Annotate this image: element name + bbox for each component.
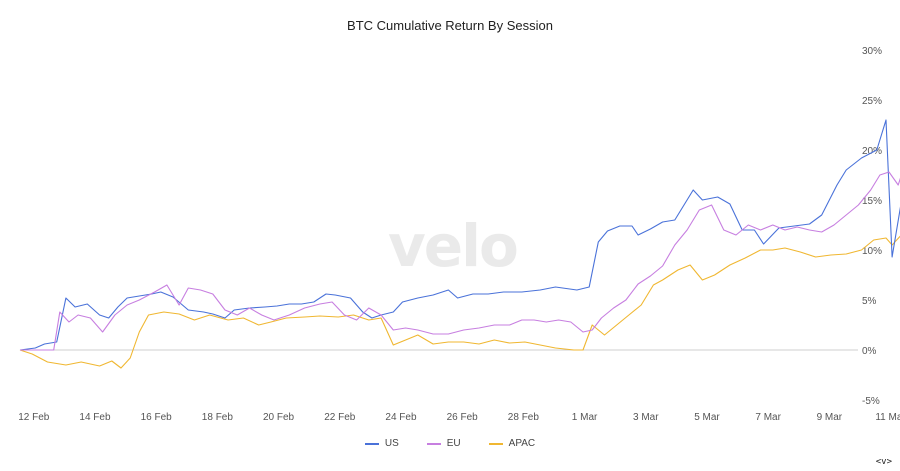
y-tick-label: 30% — [862, 46, 882, 57]
corner-mark: <v> — [875, 457, 892, 467]
x-tick-label: 24 Feb — [385, 412, 417, 423]
x-tick-label: 11 Mar — [875, 412, 900, 423]
x-tick-label: 9 Mar — [817, 412, 843, 423]
x-tick-label: 20 Feb — [263, 412, 295, 423]
y-tick-label: -5% — [862, 396, 880, 407]
legend-swatch — [488, 442, 503, 445]
y-tick-label: 0% — [862, 346, 877, 357]
x-tick-label: 1 Mar — [572, 412, 598, 423]
x-tick-label: 7 Mar — [755, 412, 781, 423]
y-tick-label: 5% — [862, 296, 877, 307]
legend-label: US — [384, 438, 399, 449]
legend-label: EU — [446, 438, 461, 449]
y-tick-label: 25% — [862, 96, 882, 107]
watermark-logo: velo — [388, 212, 519, 280]
legend-swatch — [364, 442, 379, 445]
y-tick-label: 20% — [862, 146, 882, 157]
legend-swatch — [426, 442, 441, 445]
x-tick-label: 3 Mar — [633, 412, 659, 423]
legend-item-eu[interactable]: EU — [426, 438, 461, 449]
series-line-us — [19, 119, 900, 351]
x-tick-label: 14 Feb — [79, 412, 111, 423]
x-tick-label: 12 Feb — [18, 412, 50, 423]
series-lines — [19, 119, 900, 369]
legend-item-apac[interactable]: APAC — [488, 438, 536, 449]
x-tick-label: 28 Feb — [508, 412, 540, 423]
legend: US EU APAC — [0, 438, 900, 449]
x-axis: 12 Feb 14 Feb 16 Feb 18 Feb 20 Feb 22 Feb 24 F… — [18, 412, 900, 423]
x-tick-label: 18 Feb — [202, 412, 234, 423]
x-tick-label: 22 Feb — [324, 412, 356, 423]
series-line-eu — [20, 171, 900, 351]
x-tick-label: 5 Mar — [694, 412, 720, 423]
series-line-apac — [19, 235, 900, 369]
legend-item-us[interactable]: US — [364, 438, 399, 449]
x-tick-label: 16 Feb — [141, 412, 173, 423]
x-tick-label: 26 Feb — [447, 412, 479, 423]
chart-title: BTC Cumulative Return By Session — [347, 18, 553, 33]
legend-label: APAC — [508, 438, 536, 449]
y-axis: 30% 25% 20% 15% 10% 5% 0% -5% — [862, 46, 882, 407]
y-tick-label: 15% — [862, 196, 882, 207]
y-tick-label: 10% — [862, 246, 882, 257]
